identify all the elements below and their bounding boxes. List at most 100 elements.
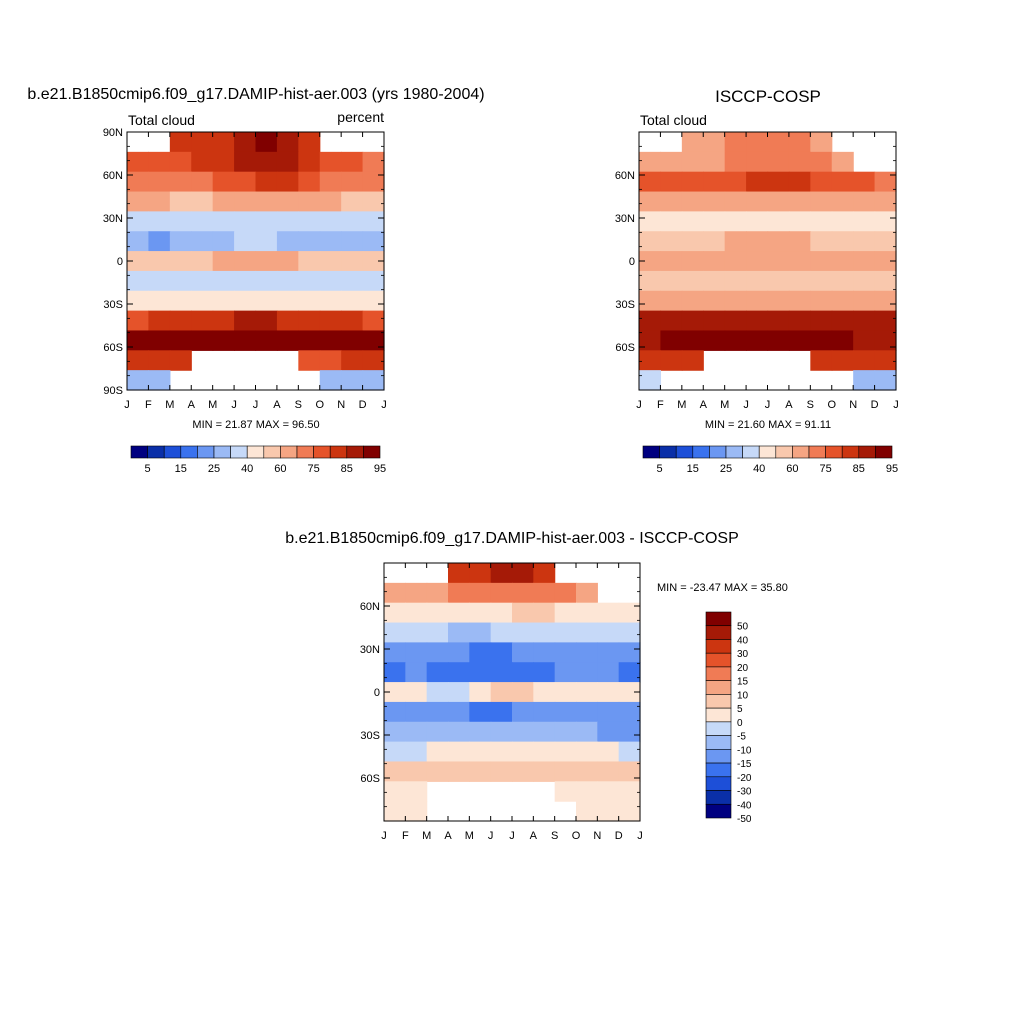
heatmap-cell bbox=[597, 622, 620, 643]
heatmap-cell bbox=[533, 761, 556, 782]
heatmap-cell bbox=[127, 251, 150, 272]
heatmap-cell bbox=[597, 761, 620, 782]
heatmap-cell bbox=[341, 310, 364, 332]
colorbar-label: 15 bbox=[687, 463, 699, 475]
heatmap-cell bbox=[127, 310, 150, 332]
y-tick-label: 60S bbox=[360, 773, 380, 785]
heatmap-cell bbox=[618, 721, 641, 743]
heatmap-cell bbox=[276, 330, 299, 351]
heatmap-cell bbox=[426, 721, 449, 743]
y-tick-label: 30N bbox=[360, 644, 380, 656]
colorbar-label: 95 bbox=[886, 463, 898, 475]
heatmap-cell bbox=[169, 330, 192, 351]
heatmap-cell bbox=[405, 721, 428, 743]
colorbar-label: 85 bbox=[341, 463, 353, 475]
colorbar-label: 30 bbox=[737, 649, 749, 660]
heatmap-cell bbox=[362, 350, 385, 371]
heatmap-cell bbox=[853, 330, 876, 351]
heatmap-cell bbox=[362, 310, 385, 332]
colorbar-label: 0 bbox=[737, 718, 743, 729]
colorbar-box bbox=[197, 445, 215, 459]
heatmap-cell bbox=[767, 251, 790, 272]
heatmap-cell bbox=[169, 310, 192, 332]
panel-diff-heatmap bbox=[384, 563, 641, 822]
heatmap-cell bbox=[384, 761, 406, 782]
heatmap-cell bbox=[405, 801, 428, 822]
heatmap-cell bbox=[341, 350, 364, 371]
x-tick-label: A bbox=[530, 830, 538, 842]
colorbar-box bbox=[659, 445, 677, 459]
heatmap-cell bbox=[169, 132, 192, 153]
heatmap-cell bbox=[554, 602, 577, 624]
heatmap-cell bbox=[127, 191, 150, 212]
x-tick-label: D bbox=[359, 399, 367, 411]
heatmap-cell bbox=[874, 270, 897, 292]
heatmap-cell bbox=[810, 330, 833, 351]
heatmap-cell bbox=[362, 251, 385, 272]
heatmap-cell bbox=[490, 761, 513, 782]
heatmap-cell bbox=[512, 682, 534, 703]
heatmap-cell bbox=[533, 741, 556, 763]
heatmap-cell bbox=[639, 171, 662, 193]
heatmap-cell bbox=[618, 682, 641, 703]
colorbar-box bbox=[642, 445, 660, 459]
heatmap-cell bbox=[724, 231, 747, 252]
colorbar-box bbox=[705, 749, 732, 764]
heatmap-cell bbox=[298, 251, 321, 272]
heatmap-cell bbox=[341, 211, 364, 232]
heatmap-cell bbox=[384, 721, 406, 743]
heatmap-cell bbox=[148, 211, 171, 232]
heatmap-cell bbox=[660, 171, 683, 193]
heatmap-cell bbox=[255, 270, 278, 292]
colorbar-box bbox=[313, 445, 331, 459]
heatmap-cell bbox=[554, 622, 577, 643]
y-tick-label: 30S bbox=[103, 299, 123, 311]
heatmap-cell bbox=[127, 290, 150, 312]
heatmap-cell bbox=[746, 270, 769, 292]
heatmap-cell bbox=[810, 251, 833, 272]
heatmap-cell bbox=[319, 151, 342, 173]
colorbar-box bbox=[705, 721, 732, 736]
heatmap-cell bbox=[512, 642, 534, 663]
heatmap-cell bbox=[597, 721, 620, 743]
heatmap-cell bbox=[810, 310, 833, 332]
panel-diff-stats: MIN = -23.47 MAX = 35.80 bbox=[657, 582, 788, 594]
heatmap-cell bbox=[831, 251, 854, 272]
heatmap-cell bbox=[874, 211, 897, 232]
heatmap-cell bbox=[426, 701, 449, 723]
heatmap-cell bbox=[169, 251, 192, 272]
heatmap-cell bbox=[618, 741, 641, 763]
colorbar-label: -5 bbox=[737, 732, 746, 743]
heatmap-cell bbox=[660, 251, 683, 272]
colorbar-label: 60 bbox=[274, 463, 286, 475]
heatmap-cell bbox=[618, 701, 641, 723]
heatmap-cell bbox=[191, 310, 214, 332]
heatmap-cell bbox=[746, 151, 769, 173]
heatmap-cell bbox=[426, 761, 449, 782]
x-tick-label: J bbox=[765, 399, 771, 411]
heatmap-cell bbox=[681, 231, 704, 252]
heatmap-cell bbox=[639, 251, 662, 272]
heatmap-cell bbox=[362, 370, 385, 391]
heatmap-cell bbox=[853, 310, 876, 332]
heatmap-cell bbox=[618, 662, 641, 683]
heatmap-cell bbox=[533, 563, 556, 584]
heatmap-cell bbox=[298, 211, 321, 232]
x-tick-label: A bbox=[785, 399, 793, 411]
heatmap-cell bbox=[255, 211, 278, 232]
heatmap-cell bbox=[148, 290, 171, 312]
colorbar-label: -10 bbox=[737, 745, 752, 756]
heatmap-cell bbox=[405, 582, 428, 604]
colorbar-box bbox=[725, 445, 743, 459]
colorbar-box bbox=[705, 707, 732, 723]
heatmap-cell bbox=[831, 310, 854, 332]
heatmap-cell bbox=[469, 602, 492, 624]
heatmap-cell bbox=[724, 191, 747, 212]
heatmap-cell bbox=[576, 622, 598, 643]
heatmap-cell bbox=[127, 171, 150, 193]
heatmap-cell bbox=[788, 290, 811, 312]
heatmap-cell bbox=[767, 211, 790, 232]
heatmap-cell bbox=[341, 270, 364, 292]
heatmap-cell bbox=[384, 701, 406, 723]
heatmap-cell bbox=[255, 171, 278, 193]
